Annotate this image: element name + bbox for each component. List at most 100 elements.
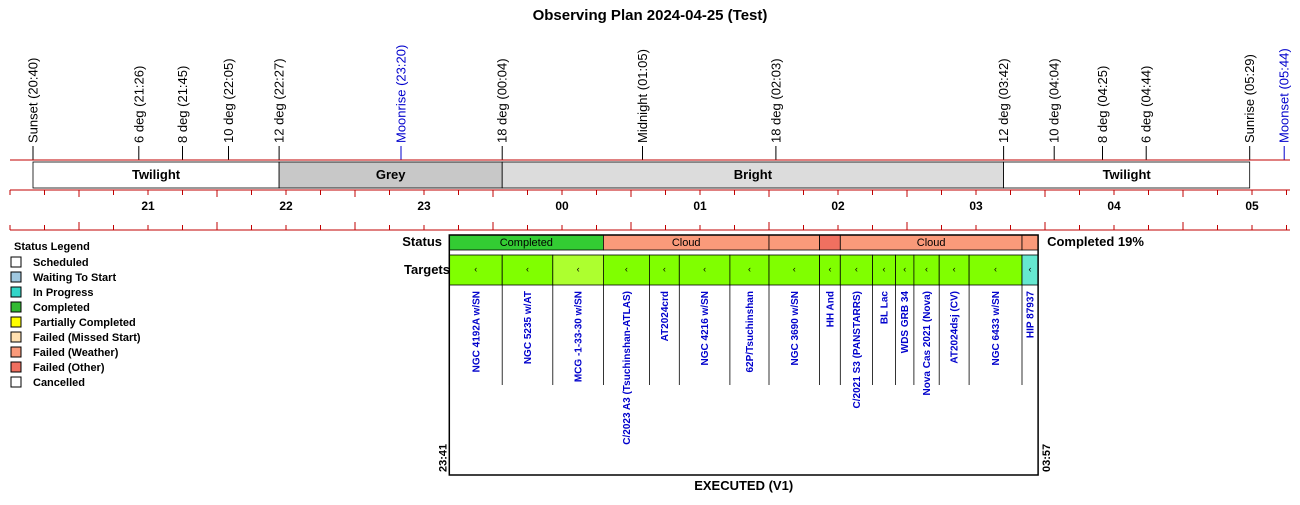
event-label: Moonrise (23:20) xyxy=(394,45,409,143)
legend-swatch xyxy=(10,316,22,328)
target-marker: ‹ xyxy=(1029,264,1032,274)
event-label: 10 deg (04:04) xyxy=(1047,58,1062,143)
hour-label: 01 xyxy=(693,199,707,213)
status-segment xyxy=(1021,234,1039,251)
legend-item: Cancelled xyxy=(33,377,85,389)
target-name: MCG -1-33-30 w/SN xyxy=(574,291,585,382)
target-marker: ‹ xyxy=(703,264,706,274)
sky-band-bright xyxy=(501,161,1005,189)
target-name: C/2021 S3 (PANSTARRS) xyxy=(852,291,863,408)
target-block xyxy=(649,254,680,286)
hour-label: 21 xyxy=(141,199,155,213)
event-label: 18 deg (00:04) xyxy=(495,58,510,143)
hour-label: 03 xyxy=(969,199,983,213)
completion-text: Completed 19% xyxy=(1047,234,1144,249)
execution-frame xyxy=(448,234,1039,476)
event-label: Sunset (20:40) xyxy=(26,58,41,143)
target-block xyxy=(768,254,820,286)
target-name: BL Lac xyxy=(880,291,891,325)
event-label: 18 deg (02:03) xyxy=(768,58,783,143)
event-label: Moonset (05:44) xyxy=(1277,48,1292,143)
target-block xyxy=(603,254,650,286)
sky-bands: Twilight Grey Bright Twilight xyxy=(10,159,1290,189)
target-block xyxy=(678,254,731,286)
status-segment-label: Cloud xyxy=(672,237,701,249)
legend-item: Failed (Weather) xyxy=(33,347,119,359)
target-marker: ‹ xyxy=(748,264,751,274)
legend-title: Status Legend xyxy=(14,241,90,253)
hour-label: 22 xyxy=(279,199,293,213)
target-name: NGC 5235 w/AT xyxy=(523,291,534,364)
status-segment xyxy=(819,234,841,251)
sky-band-label: Twilight xyxy=(1103,167,1152,182)
target-block xyxy=(839,254,873,286)
target-block xyxy=(729,254,770,286)
status-row-label: Status xyxy=(402,234,442,249)
legend-swatch xyxy=(10,331,22,343)
legend-swatch xyxy=(10,271,22,283)
target-name: AT2024crd xyxy=(660,291,671,341)
targets-row-label: Targets xyxy=(404,262,450,277)
event-label: 6 deg (04:44) xyxy=(1139,66,1154,143)
legend-item: Failed (Other) xyxy=(33,362,105,374)
event-label: 8 deg (04:25) xyxy=(1095,66,1110,143)
hour-label: 00 xyxy=(555,199,569,213)
target-name: 62P/Tsuchinshan xyxy=(745,291,756,373)
target-marker: ‹ xyxy=(903,264,906,274)
sky-band-label: Grey xyxy=(376,167,406,182)
sky-band-grey xyxy=(278,161,503,189)
target-marker: ‹ xyxy=(855,264,858,274)
target-marker: ‹ xyxy=(625,264,628,274)
target-name: AT2024dsj (CV) xyxy=(950,291,961,364)
target-name: HIP 87937 xyxy=(1026,291,1037,339)
sky-band-twilight xyxy=(32,161,280,189)
legend-swatch xyxy=(10,346,22,358)
legend-swatch xyxy=(10,361,22,373)
target-marker: ‹ xyxy=(994,264,997,274)
target-marker: ‹ xyxy=(577,264,580,274)
target-marker: ‹ xyxy=(828,264,831,274)
event-label: Sunrise (05:29) xyxy=(1242,54,1257,143)
hour-axis: 21 22 23 00 01 02 03 04 05 xyxy=(9,189,1290,231)
legend-item: In Progress xyxy=(33,287,94,299)
event-label: 10 deg (22:05) xyxy=(221,58,236,143)
target-block xyxy=(968,254,1023,286)
legend-swatch xyxy=(10,286,22,298)
legend-item: Failed (Missed Start) xyxy=(33,332,141,344)
target-block xyxy=(913,254,940,286)
target-name: NGC 4216 w/SN xyxy=(700,291,711,365)
sky-band-twilight xyxy=(1003,161,1251,189)
execution-end-time: 03:57 xyxy=(1041,444,1053,472)
target-name: NGC 3690 w/SN xyxy=(790,291,801,365)
hour-label: 23 xyxy=(417,199,431,213)
target-marker: ‹ xyxy=(883,264,886,274)
legend-swatch xyxy=(10,256,22,268)
hour-label: 04 xyxy=(1107,199,1121,213)
target-block xyxy=(938,254,970,286)
target-name: NGC 4192A w/SN xyxy=(471,291,482,372)
event-label: 8 deg (21:45) xyxy=(175,66,190,143)
event-label: 6 deg (21:26) xyxy=(131,66,146,143)
status-legend: Status Legend Scheduled Waiting To Start In… xyxy=(10,241,141,389)
target-name: C/2023 A3 (Tsuchinshan-ATLAS) xyxy=(622,291,633,445)
event-label: 12 deg (22:27) xyxy=(272,58,287,143)
event-label: Midnight (01:05) xyxy=(635,49,650,143)
target-marker: ‹ xyxy=(526,264,529,274)
legend-item: Completed xyxy=(33,302,90,314)
target-marker: ‹ xyxy=(663,264,666,274)
target-name: Nova Cas 2021 (Nova) xyxy=(922,291,933,396)
status-segment xyxy=(768,234,820,251)
legend-item: Partially Completed xyxy=(33,317,136,329)
execution-start-time: 23:41 xyxy=(437,444,449,472)
sky-band-label: Twilight xyxy=(132,167,181,182)
execution-footer: EXECUTED (V1) xyxy=(694,478,793,493)
target-name: WDS GRB 34 xyxy=(900,291,911,354)
target-name: HH And xyxy=(825,291,836,327)
legend-swatch xyxy=(10,376,22,388)
event-markers: Sunset (20:40) 6 deg (21:26) 8 deg (21:45)… xyxy=(26,45,1292,160)
hour-label: 05 xyxy=(1245,199,1259,213)
target-marker: ‹ xyxy=(793,264,796,274)
status-segment-label: Cloud xyxy=(917,237,946,249)
target-marker: ‹ xyxy=(953,264,956,274)
